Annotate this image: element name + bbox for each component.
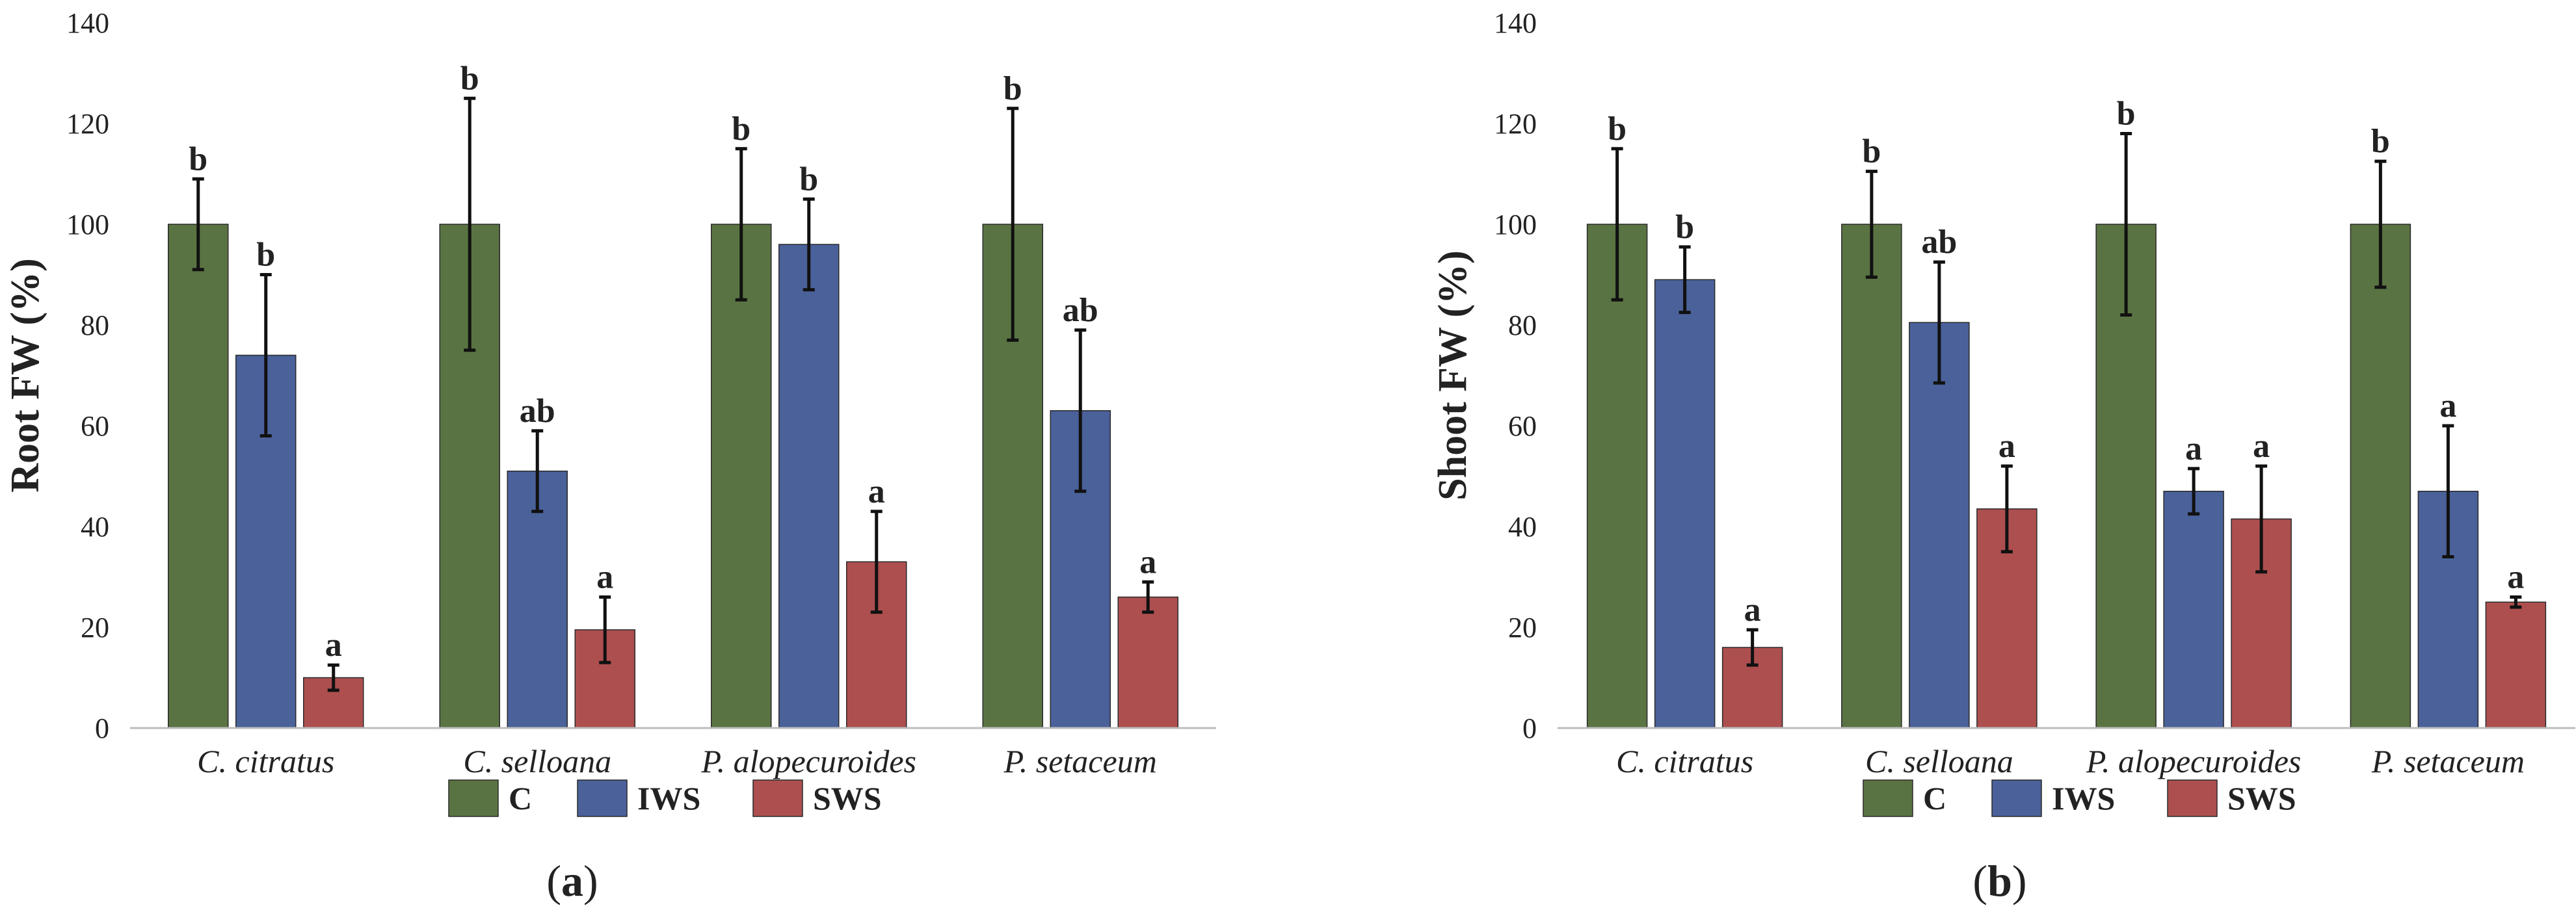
y-tick-label: 120: [1494, 108, 1537, 140]
y-tick-label: 20: [81, 612, 109, 644]
x-category-label: P. alopecuroides: [2086, 743, 2302, 779]
significance-letter: a: [2439, 387, 2456, 424]
y-tick-label: 40: [1508, 511, 1537, 543]
panel-label: (b): [1972, 856, 2026, 905]
bar-iws: [1909, 322, 1970, 729]
significance-letter: b: [256, 237, 275, 274]
significance-letter: a: [596, 559, 613, 596]
bar-iws: [778, 244, 840, 729]
significance-letter: b: [1862, 133, 1881, 170]
legend-label: C: [1923, 780, 1946, 816]
significance-letter: b: [1003, 70, 1022, 107]
legend-label: C: [509, 780, 532, 816]
bar-iws: [1654, 279, 1716, 729]
legend-label: SWS: [2227, 780, 2296, 816]
panel-label-open: (: [1972, 856, 1987, 905]
legend-label: IWS: [637, 780, 700, 816]
chart-panel-1: 0 20 40 60 80 100 120 140 Root FW (%) b b a C. citra…: [3, 7, 1216, 905]
legend-swatch-iws: [577, 779, 628, 817]
x-category-label: C. citratus: [1616, 743, 1753, 779]
significance-letter: a: [2185, 430, 2202, 467]
y-tick-label: 140: [66, 7, 109, 39]
legend-swatch-sws: [2167, 779, 2218, 817]
significance-letter: ab: [520, 393, 555, 430]
bar-c: [711, 224, 772, 729]
y-tick-label: 100: [1494, 209, 1537, 241]
x-category-label: P. setaceum: [1003, 743, 1157, 779]
significance-letter: b: [799, 161, 818, 198]
y-tick-label: 120: [66, 108, 109, 140]
significance-letter: b: [1608, 111, 1627, 148]
panel-label-close: ): [2012, 856, 2027, 905]
y-tick-label: 0: [1522, 712, 1537, 744]
significance-letter: b: [1675, 209, 1694, 246]
panel-label: (a): [546, 856, 598, 905]
y-tick-label: 40: [81, 511, 109, 543]
y-axis-label: Root FW (%): [3, 258, 47, 492]
x-category-label: C. citratus: [197, 743, 334, 779]
panel-label-open: (: [546, 856, 561, 905]
x-category-label: C. selloana: [463, 743, 611, 779]
y-tick-label: 80: [1508, 309, 1537, 341]
significance-letter: b: [2371, 123, 2390, 160]
y-tick-label: 60: [81, 410, 109, 442]
significance-letter: a: [325, 627, 342, 664]
significance-letter: a: [1139, 543, 1156, 580]
bar-sws: [1117, 596, 1178, 729]
legend-swatch-sws: [752, 779, 803, 817]
y-tick-label: 20: [1508, 612, 1537, 644]
significance-letter: a: [1998, 428, 2015, 465]
significance-letter: a: [1744, 592, 1761, 629]
significance-letter: b: [460, 60, 479, 97]
y-tick-label: 140: [1494, 7, 1537, 39]
x-category-label: P. alopecuroides: [700, 743, 916, 779]
y-tick-label: 100: [66, 209, 109, 241]
legend-swatch-c: [448, 779, 499, 817]
bar-sws: [2485, 601, 2547, 729]
y-axis-label: Shoot FW (%): [1431, 250, 1475, 501]
significance-letter: ab: [1921, 224, 1957, 261]
y-tick-label: 80: [81, 309, 109, 341]
panel-label-letter: b: [1987, 856, 2012, 905]
chart-panel-2: 0 20 40 60 80 100 120 140 Shoot FW (%) b b a C. citr…: [1431, 7, 2575, 905]
legend-swatch-c: [1863, 779, 1913, 817]
significance-letter: a: [2507, 559, 2524, 596]
significance-letter: b: [732, 111, 750, 148]
bar-c: [2350, 224, 2411, 729]
bar-c: [1586, 224, 1648, 729]
y-tick-label: 60: [1508, 410, 1537, 442]
legend-swatch-iws: [1991, 779, 2042, 817]
bar-c: [1841, 224, 1902, 729]
significance-letter: ab: [1063, 292, 1098, 329]
panel-label-letter: a: [561, 856, 583, 905]
legend-label: IWS: [2052, 780, 2115, 816]
significance-letter: a: [2253, 428, 2270, 465]
significance-letter: b: [189, 140, 207, 177]
x-category-label: P. setaceum: [2371, 743, 2525, 779]
y-tick-label: 0: [95, 712, 109, 744]
bar-c: [168, 224, 229, 729]
significance-letter: b: [2117, 96, 2136, 133]
panel-label-close: ): [583, 856, 598, 905]
legend-label: SWS: [813, 780, 882, 816]
significance-letter: a: [868, 473, 885, 510]
x-category-label: C. selloana: [1865, 743, 2013, 779]
bar-iws: [2163, 491, 2224, 729]
